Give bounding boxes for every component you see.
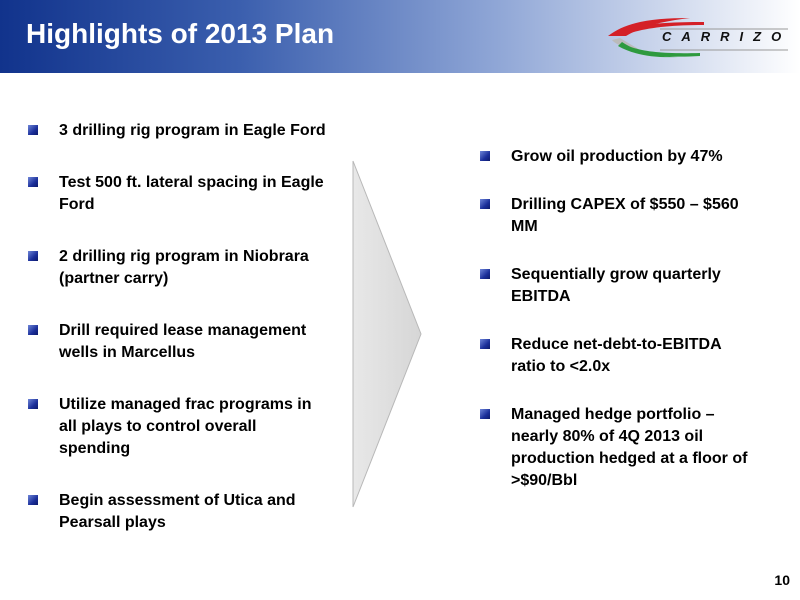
list-item: Sequentially grow quarterly EBITDA bbox=[478, 264, 748, 308]
list-item: 3 drilling rig program in Eagle Ford bbox=[26, 120, 326, 142]
list-item: Begin assessment of Utica and Pearsall p… bbox=[26, 490, 326, 534]
list-item-text: Drill required lease management wells in… bbox=[59, 322, 307, 361]
list-item-text: Begin assessment of Utica and Pearsall p… bbox=[59, 492, 296, 531]
square-bullet-icon bbox=[480, 339, 490, 349]
list-item-text: Utilize managed frac programs in all pla… bbox=[59, 396, 312, 457]
plan-items-right: Grow oil production by 47% Drilling CAPE… bbox=[478, 146, 748, 518]
carrizo-logo: CARRIZO bbox=[604, 10, 790, 66]
list-item: 2 drilling rig program in Niobrara (part… bbox=[26, 246, 326, 290]
list-item: Drill required lease management wells in… bbox=[26, 320, 326, 364]
logo-swoosh-icon bbox=[608, 18, 788, 58]
square-bullet-icon bbox=[28, 399, 38, 409]
square-bullet-icon bbox=[480, 409, 490, 419]
list-item-text: Grow oil production by 47% bbox=[511, 148, 723, 165]
square-bullet-icon bbox=[28, 495, 38, 505]
square-bullet-icon bbox=[28, 251, 38, 261]
header-bar: Highlights of 2013 Plan CARRIZO bbox=[0, 0, 800, 73]
logo-text: CARRIZO bbox=[662, 29, 792, 44]
list-item: Grow oil production by 47% bbox=[478, 146, 748, 168]
list-item: Managed hedge portfolio – nearly 80% of … bbox=[478, 404, 748, 492]
list-item-text: Reduce net-debt-to-EBITDA ratio to <2.0x bbox=[511, 336, 722, 375]
list-item-text: Test 500 ft. lateral spacing in Eagle Fo… bbox=[59, 174, 324, 213]
square-bullet-icon bbox=[28, 177, 38, 187]
slide-title: Highlights of 2013 Plan bbox=[26, 18, 335, 49]
square-bullet-icon bbox=[480, 199, 490, 209]
square-bullet-icon bbox=[28, 325, 38, 335]
page-number: 10 bbox=[774, 572, 790, 588]
square-bullet-icon bbox=[28, 125, 38, 135]
list-item-text: 3 drilling rig program in Eagle Ford bbox=[59, 122, 326, 139]
list-item: Drilling CAPEX of $550 – $560 MM bbox=[478, 194, 748, 238]
square-bullet-icon bbox=[480, 151, 490, 161]
list-item-text: 2 drilling rig program in Niobrara (part… bbox=[59, 248, 309, 287]
plan-items-left: 3 drilling rig program in Eagle Ford Tes… bbox=[26, 120, 326, 564]
list-item: Test 500 ft. lateral spacing in Eagle Fo… bbox=[26, 172, 326, 216]
list-item-text: Drilling CAPEX of $550 – $560 MM bbox=[511, 196, 739, 235]
list-item: Utilize managed frac programs in all pla… bbox=[26, 394, 326, 460]
list-item: Reduce net-debt-to-EBITDA ratio to <2.0x bbox=[478, 334, 748, 378]
chevron-arrow-icon bbox=[352, 160, 422, 508]
list-item-text: Sequentially grow quarterly EBITDA bbox=[511, 266, 721, 305]
list-item-text: Managed hedge portfolio – nearly 80% of … bbox=[511, 406, 748, 489]
square-bullet-icon bbox=[480, 269, 490, 279]
